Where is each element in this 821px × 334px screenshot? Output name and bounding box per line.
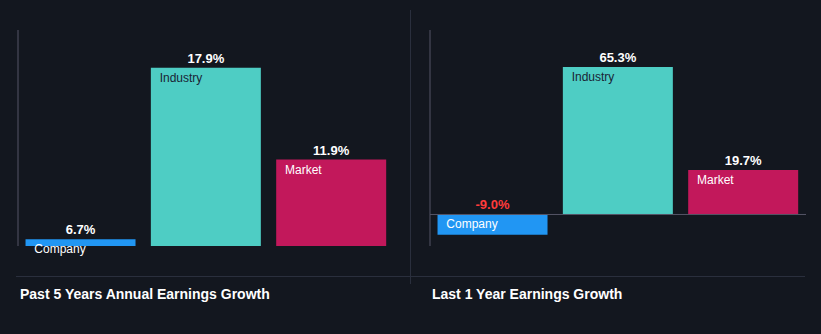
- svg-text:6.7%: 6.7%: [66, 222, 96, 237]
- svg-text:Company: Company: [34, 242, 85, 256]
- svg-text:Company: Company: [446, 217, 497, 231]
- svg-text:11.9%: 11.9%: [313, 143, 350, 158]
- svg-text:Market: Market: [285, 163, 322, 177]
- html-text:Last 1 Year Earnings Growth: Last 1 Year Earnings Growth: [432, 286, 623, 302]
- svg-text:19.7%: 19.7%: [725, 153, 762, 168]
- svg-text:-9.0%: -9.0%: [476, 197, 510, 212]
- svg-text:65.3%: 65.3%: [599, 50, 636, 65]
- svg-text:17.9%: 17.9%: [187, 51, 224, 66]
- svg-text:Industry: Industry: [160, 71, 203, 85]
- html-text:Past 5 Years Annual Earnings G: Past 5 Years Annual Earnings Growth: [20, 286, 270, 302]
- svg-text:Market: Market: [697, 173, 734, 187]
- svg-text:Industry: Industry: [572, 70, 615, 84]
